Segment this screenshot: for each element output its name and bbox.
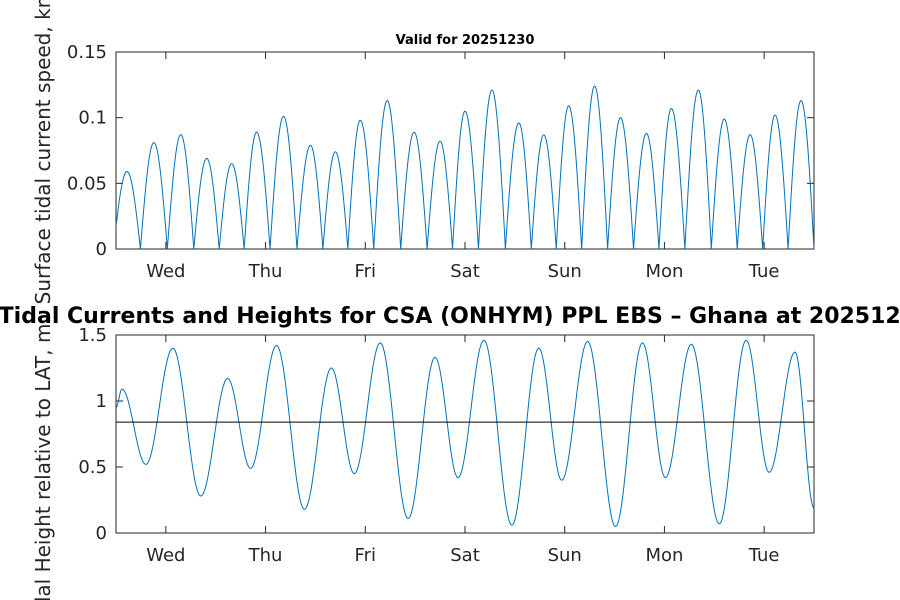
- y-tick-label: 0: [96, 523, 107, 544]
- chart-panel-speed: 0 0.05 0.1 0.15 Wed Thu Fri Sat Sun Mon Tue Valid f…: [31, 0, 815, 304]
- x-tick-label: Sat: [450, 261, 480, 282]
- plot-area-speed: [115, 51, 815, 250]
- x-tick-label: Tue: [748, 545, 780, 566]
- x-tick-label: Fri: [355, 261, 376, 282]
- plot-area-height: [115, 334, 815, 534]
- x-tick-label: Sun: [548, 545, 582, 566]
- y-tick-label: 0.15: [67, 42, 107, 63]
- y-tick-label: 1.5: [78, 325, 107, 346]
- y-tick-label: 0.5: [78, 457, 107, 478]
- x-tick-label: Wed: [146, 545, 185, 566]
- x-tick-label: Sat: [450, 545, 480, 566]
- y-axis-label-height: Tidal Height relative to LAT, m: [31, 324, 55, 600]
- y-tick-label: 0: [96, 239, 107, 260]
- x-tick-label: Wed: [146, 261, 185, 282]
- x-tick-label: Sun: [548, 261, 582, 282]
- chart-title-speed: Valid for 20251230: [396, 33, 535, 48]
- y-axis-label-speed: Surface tidal current speed, kn: [31, 0, 55, 304]
- chart-panel-height: 0 0.5 1 1.5 Wed Thu Fri Sat Sun Mon Tue Tidal Curre…: [0, 304, 900, 600]
- chart-title-height: Tidal Currents and Heights for CSA (ONHY…: [0, 304, 900, 329]
- series-line-height: [115, 339, 815, 527]
- x-tick-label: Mon: [645, 261, 683, 282]
- y-tick-label: 0.1: [78, 108, 107, 129]
- x-tick-label: Mon: [645, 545, 683, 566]
- x-tick-label: Fri: [355, 545, 376, 566]
- x-tick-label: Thu: [248, 261, 283, 282]
- y-tick-label: 0.05: [67, 173, 107, 194]
- x-tick-label: Tue: [748, 261, 780, 282]
- x-tick-label: Thu: [248, 545, 283, 566]
- series-line-speed: [115, 85, 815, 250]
- y-tick-label: 1: [96, 391, 107, 412]
